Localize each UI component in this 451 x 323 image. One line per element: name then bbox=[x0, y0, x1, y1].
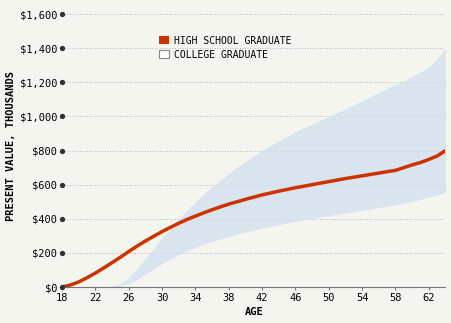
Legend: HIGH SCHOOL GRADUATE, COLLEGE GRADUATE: HIGH SCHOOL GRADUATE, COLLEGE GRADUATE bbox=[159, 36, 291, 60]
Y-axis label: PRESENT VALUE, THOUSANDS: PRESENT VALUE, THOUSANDS bbox=[5, 71, 15, 221]
X-axis label: AGE: AGE bbox=[244, 307, 263, 318]
